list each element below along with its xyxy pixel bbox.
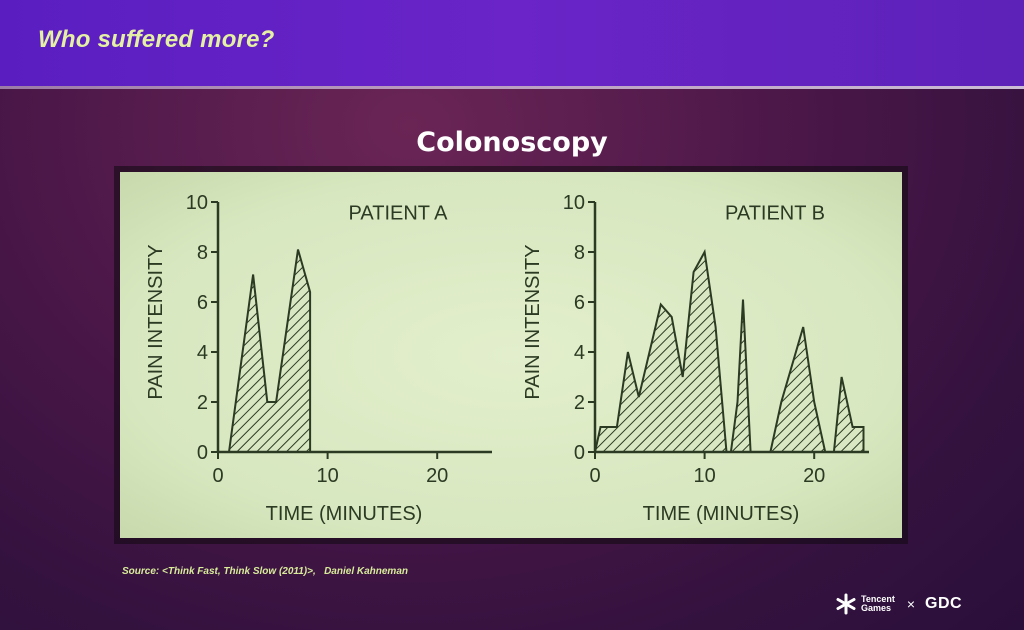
title-bar <box>0 0 1024 86</box>
chart-panel: 0 2 4 6 8 10 0 10 20 PATIENT A TIME (MINUTES) PAIN … <box>120 172 902 538</box>
title-divider <box>0 86 1024 89</box>
y-tick-label: 8 <box>574 242 585 264</box>
y-tick-label: 6 <box>574 292 585 314</box>
y-tick-label: 2 <box>197 392 208 414</box>
x-tick-label: 0 <box>589 465 600 487</box>
x-axis-label: TIME (MINUTES) <box>266 503 423 525</box>
chart-heading: Colonoscopy <box>416 127 608 158</box>
y-tick-label: 0 <box>197 442 208 464</box>
y-tick-label: 10 <box>563 192 585 214</box>
y-tick-label: 10 <box>186 192 208 214</box>
y-tick-label: 0 <box>574 442 585 464</box>
x-tick-label: 20 <box>426 465 448 487</box>
x-tick-label: 0 <box>212 465 223 487</box>
pain-area-1 <box>227 249 312 453</box>
games-line: Games <box>861 603 892 613</box>
y-tick-label: 2 <box>574 392 585 414</box>
y-axis-label: PAIN INTENSITY <box>145 244 167 399</box>
y-axis-label: PAIN INTENSITY <box>522 244 544 399</box>
y-tick-label: 4 <box>197 342 208 364</box>
x-tick-label: 10 <box>693 465 715 487</box>
chart-title: PATIENT B <box>725 203 825 225</box>
tencent-line: Tencent <box>861 594 895 604</box>
source-citation: Source: <Think Fast, Think Slow (2011)>,… <box>122 566 408 577</box>
x-tick-label: 10 <box>316 465 338 487</box>
y-tick-label: 4 <box>574 342 585 364</box>
y-tick-label: 8 <box>197 242 208 264</box>
gdc-logo: GDC <box>925 595 963 612</box>
logo-separator: × <box>906 596 916 612</box>
tencent-games-logo-icon <box>836 593 856 615</box>
x-axis-label: TIME (MINUTES) <box>643 503 800 525</box>
chart-title: PATIENT A <box>349 203 449 225</box>
sponsor-logos: Tencent Games × GDC <box>834 590 1010 618</box>
slide-title: Who suffered more? <box>38 26 275 53</box>
pain-area-2 <box>593 248 865 453</box>
x-tick-label: 20 <box>803 465 825 487</box>
y-tick-label: 6 <box>197 292 208 314</box>
tencent-games-wordmark: Tencent Games <box>861 595 895 613</box>
